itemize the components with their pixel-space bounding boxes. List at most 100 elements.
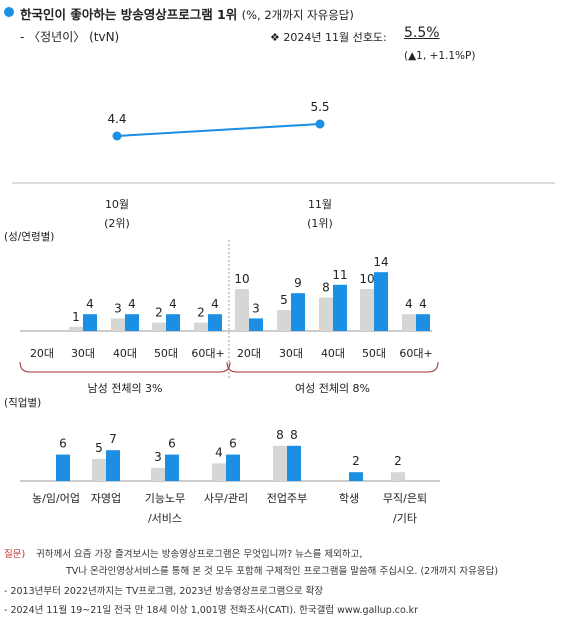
bar-data-label: 3	[252, 301, 260, 315]
occupation-data-label: 6	[229, 437, 237, 451]
bar-x-tick-label: 40대	[321, 347, 345, 360]
group-bracket	[226, 361, 439, 373]
chart-title: 한국인이 좋아하는 방송영상프로그램 1위	[20, 7, 238, 22]
bar-x-tick-label: 50대	[362, 347, 386, 360]
title-bullet-icon	[4, 7, 14, 17]
bar-x-tick-label: 30대	[71, 347, 95, 360]
bar-data-label: 9	[294, 276, 302, 290]
question-line-1: 귀하께서 요즘 가장 즐겨보시는 방송영상프로그램은 무엇입니까? 뉴스를 제외…	[36, 549, 363, 560]
question-line-2: TV나 온라인영상서비스를 통해 본 것 모두 포함해 구체적인 프로그램을 말…	[66, 566, 499, 577]
bar-x-tick-label: 60대+	[399, 347, 432, 360]
occupation-bar	[273, 445, 287, 481]
occupation-data-label: 4	[215, 445, 223, 459]
program-name: - 〈정년이〉 (tvN)	[20, 30, 120, 44]
occupation-x-tick-label: 기능노무	[145, 492, 185, 505]
occupation-x-tick-label: 농/임/어업	[32, 492, 80, 505]
occupation-bar	[106, 450, 120, 481]
line-point	[112, 131, 122, 141]
bar-x-tick-label: 20대	[237, 347, 261, 360]
bar	[235, 289, 249, 331]
bar	[416, 314, 430, 331]
occupation-bar	[165, 454, 179, 481]
bar-x-tick-label: 60대+	[191, 347, 224, 360]
occupation-data-label: 2	[394, 454, 402, 468]
bar	[125, 314, 139, 331]
bar-data-label: 4	[419, 297, 427, 311]
line-x-tick-sublabel: (2위)	[104, 217, 130, 230]
bar	[208, 314, 222, 331]
bar-data-label: 4	[405, 297, 413, 311]
bar-data-label: 2	[155, 306, 163, 320]
bar	[291, 293, 305, 331]
occupation-x-tick-label: 전업주부	[267, 492, 307, 505]
bar	[111, 318, 125, 331]
bar	[360, 289, 374, 331]
occupation-data-label: 7	[109, 432, 117, 446]
bar	[166, 314, 180, 331]
occupation-data-label: 8	[290, 428, 298, 442]
bar	[83, 314, 97, 331]
line-x-tick-label: 10월	[105, 198, 129, 211]
group-bracket	[19, 361, 231, 373]
chart-title-unit: (%, 2개까지 자유응답)	[241, 8, 354, 22]
bar	[333, 284, 347, 331]
bar-data-label: 3	[114, 301, 122, 315]
section-label-gender-age: (성/연령별)	[4, 231, 54, 243]
bar	[374, 272, 388, 331]
occupation-bar	[212, 463, 226, 481]
preference-label: ❖ 2024년 11월 선호도:	[270, 31, 387, 44]
line-x-tick-label: 11월	[308, 198, 332, 211]
occupation-data-label: 8	[276, 428, 284, 442]
bar	[152, 322, 166, 331]
line-data-label: 4.4	[107, 112, 126, 126]
bar-data-label: 8	[322, 280, 330, 294]
occupation-data-label: 2	[352, 454, 360, 468]
bar	[277, 310, 291, 331]
bar-data-label: 4	[169, 297, 177, 311]
bar-x-tick-label: 30대	[279, 347, 303, 360]
occupation-bar	[349, 472, 363, 481]
footer-note-2: - 2024년 11월 19~21일 전국 만 18세 이상 1,001명 전화…	[4, 605, 419, 616]
occupation-x-tick-label: 사무/관리	[204, 492, 248, 505]
bar	[249, 318, 263, 331]
footer-note-1: - 2013년부터 2022년까지는 TV프로그램, 2023년 방송영상프로그…	[4, 586, 324, 597]
bar-data-label: 14	[373, 255, 388, 269]
preference-change: (▲1, +1.1%P)	[404, 50, 476, 62]
occupation-bar	[56, 454, 70, 481]
bar-data-label: 11	[332, 268, 347, 282]
bar-data-label: 4	[128, 297, 136, 311]
occupation-bar	[391, 472, 405, 481]
occupation-data-label: 5	[95, 441, 103, 455]
bar	[69, 326, 83, 331]
occupation-x-tick-label: /서비스	[148, 512, 182, 525]
occupation-data-label: 6	[59, 437, 67, 451]
occupation-data-label: 3	[154, 450, 162, 464]
line-data-label: 5.5	[310, 100, 329, 114]
occupation-x-tick-label: 무직/은퇴	[383, 492, 427, 505]
occupation-bar	[226, 454, 240, 481]
occupation-bar	[92, 459, 106, 481]
question-tag: 질문)	[4, 549, 26, 560]
bar-data-label: 4	[211, 297, 219, 311]
bar-x-tick-label: 40대	[113, 347, 137, 360]
occupation-bar	[151, 467, 165, 481]
group-label: 남성 전체의 3%	[87, 382, 162, 395]
line-point	[315, 119, 325, 129]
bar-x-tick-label: 20대	[30, 347, 54, 360]
bar	[319, 297, 333, 331]
preference-value: 5.5%	[404, 25, 440, 41]
bar	[194, 322, 208, 331]
occupation-data-label: 6	[168, 437, 176, 451]
bar-data-label: 10	[234, 272, 249, 286]
line-x-tick-sublabel: (1위)	[307, 217, 333, 230]
occupation-x-tick-label: /기타	[393, 512, 417, 525]
bar-data-label: 4	[86, 297, 94, 311]
bar-data-label: 2	[197, 306, 205, 320]
bar-data-label: 10	[359, 272, 374, 286]
section-label-occupation: (직업별)	[4, 396, 41, 409]
bar-data-label: 1	[72, 310, 80, 324]
occupation-bar	[287, 445, 301, 481]
chart-title-row: 한국인이 좋아하는 방송영상프로그램 1위 (%, 2개까지 자유응답)	[20, 4, 354, 23]
group-label: 여성 전체의 8%	[295, 382, 370, 395]
